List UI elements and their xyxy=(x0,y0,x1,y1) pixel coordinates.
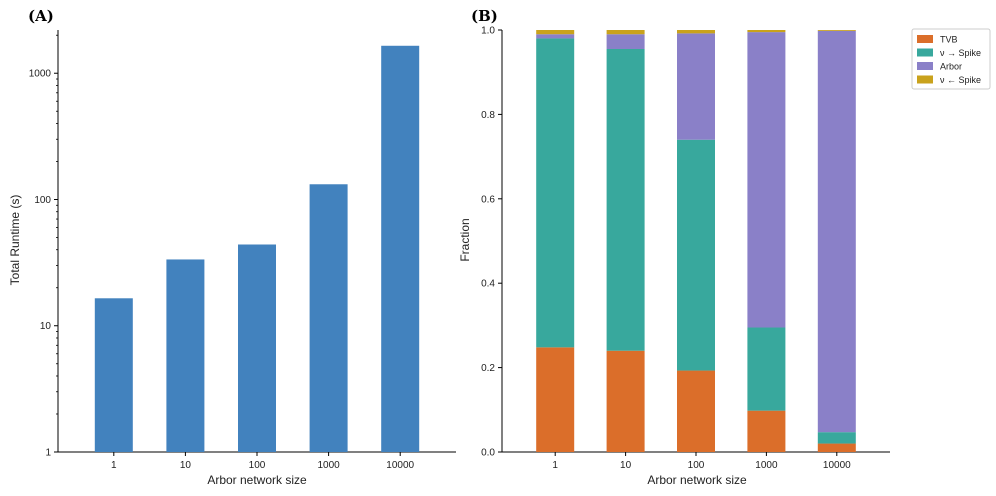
fraction-bar-segment-0-10000 xyxy=(817,443,856,452)
panel-a-x-axis-title: Arbor network size xyxy=(207,473,307,487)
panel-a-y-tick-label: 100 xyxy=(34,195,51,206)
panel-a-y-ticks: 1 10 100 1000 xyxy=(29,34,58,459)
panel-a-y-tick-label: 1 xyxy=(45,448,51,459)
panel-b-x-ticks: 1 10 100 1000 10000 xyxy=(552,452,851,471)
legend-swatch-2 xyxy=(917,62,933,70)
fraction-bar-segment-2-100 xyxy=(677,33,715,140)
panel-b-y-tick-label: 0.6 xyxy=(481,194,495,205)
fraction-bar-segment-2-10000 xyxy=(817,30,856,433)
fraction-bar-segment-1-10000 xyxy=(817,432,856,444)
fraction-bar-segment-2-10 xyxy=(606,34,645,49)
panel-a-y-axis-title: Total Runtime (s) xyxy=(8,195,22,286)
panel-a-x-ticks: 1 10 100 1000 10000 xyxy=(111,452,415,471)
runtime-bar-1000 xyxy=(309,184,348,453)
legend: TVB ν → Spike Arbor ν ← Spike xyxy=(911,28,991,90)
fraction-bar-segment-1-1000 xyxy=(747,327,786,411)
fraction-bar-segment-1-1 xyxy=(536,38,575,348)
legend-label-1: ν → Spike xyxy=(940,48,981,58)
legend-swatch-0 xyxy=(917,35,933,43)
runtime-bar-100 xyxy=(238,244,276,452)
fraction-chart: (B) 0.0 0.2 0.4 0.6 0.8 1.0 1 10 100 1000 10000 A… xyxy=(458,7,890,487)
fraction-bar-segment-0-1 xyxy=(536,347,575,452)
fraction-bar-segment-1-10 xyxy=(606,48,645,351)
panel-b-x-tick-label: 100 xyxy=(688,460,705,471)
fraction-bar-segment-0-1000 xyxy=(747,410,786,452)
panel-a-y-tick-label: 10 xyxy=(40,321,52,332)
fraction-bar-segment-3-10000 xyxy=(817,30,856,31)
fraction-bar-segment-3-100 xyxy=(677,30,715,34)
panel-b-y-tick-label: 0.8 xyxy=(481,110,495,121)
panel-b-label: (B) xyxy=(471,7,498,25)
legend-swatch-1 xyxy=(917,48,933,57)
panel-b-y-axis-title: Fraction xyxy=(458,218,472,261)
runtime-chart: (A) 1 10 100 1000 1 10 100 1000 10000 Arbor net… xyxy=(8,7,456,487)
panel-a-x-tick-label: 10 xyxy=(180,460,192,471)
legend-box xyxy=(911,28,991,90)
legend-items: TVB ν → Spike Arbor ν ← Spike xyxy=(917,35,981,85)
panel-b-x-tick-label: 10 xyxy=(620,460,632,471)
legend-label-2: Arbor xyxy=(940,62,962,72)
fraction-bar-segment-2-1000 xyxy=(747,32,786,328)
fraction-bar-segment-3-1000 xyxy=(747,30,786,33)
panel-b-x-axis-title: Arbor network size xyxy=(647,473,747,487)
runtime-bar-10 xyxy=(166,259,205,452)
panel-a-x-tick-label: 10000 xyxy=(386,460,414,471)
panel-a-x-tick-label: 1 xyxy=(111,460,117,471)
panel-b-y-tick-label: 1.0 xyxy=(481,26,495,37)
legend-label-0: TVB xyxy=(940,35,958,45)
legend-label-3: ν ← Spike xyxy=(940,75,981,85)
fraction-bar-segment-0-100 xyxy=(677,370,715,452)
panel-a-x-tick-label: 100 xyxy=(249,460,266,471)
fraction-bar-segment-0-10 xyxy=(606,350,645,452)
panel-a-x-tick-label: 1000 xyxy=(317,460,340,471)
panel-b-y-ticks: 0.0 0.2 0.4 0.6 0.8 1.0 xyxy=(481,26,502,459)
panel-b-x-tick-label: 1 xyxy=(552,460,558,471)
runtime-bar-1 xyxy=(94,298,133,452)
panel-b-y-tick-label: 0.0 xyxy=(481,448,495,459)
fraction-bar-segment-3-1 xyxy=(536,30,575,35)
panel-a-label: (A) xyxy=(28,7,54,25)
fraction-bar-segment-1-100 xyxy=(677,139,715,371)
panel-b-y-tick-label: 0.4 xyxy=(481,279,495,290)
panel-a-y-tick-label: 1000 xyxy=(29,69,52,80)
panel-b-y-tick-label: 0.2 xyxy=(481,363,495,374)
runtime-bar-10000 xyxy=(381,45,420,452)
panel-b-x-tick-label: 10000 xyxy=(823,460,851,471)
panel-b-x-tick-label: 1000 xyxy=(755,460,778,471)
legend-swatch-3 xyxy=(917,75,933,84)
fraction-bar-segment-2-1 xyxy=(536,34,575,39)
panel-a-bars xyxy=(94,45,420,453)
fraction-bar-segment-3-10 xyxy=(606,30,645,35)
panel-b-bars xyxy=(536,30,856,452)
